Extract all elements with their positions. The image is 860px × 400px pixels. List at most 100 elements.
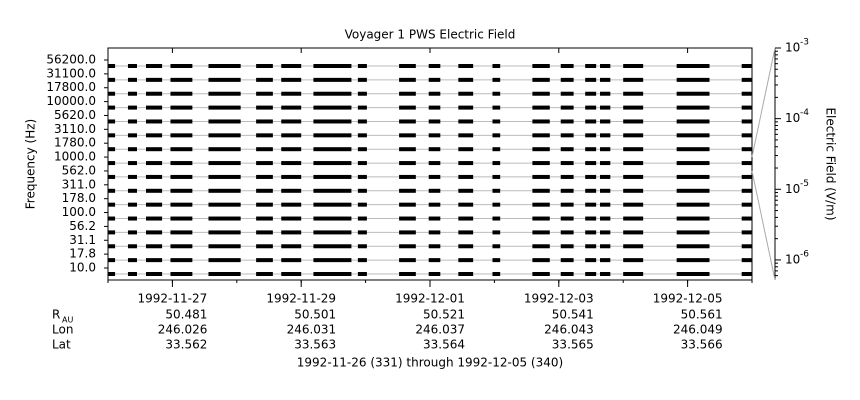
data-block xyxy=(399,105,416,110)
data-block xyxy=(741,272,752,276)
data-block xyxy=(492,216,501,221)
data-block xyxy=(458,230,474,235)
data-block xyxy=(127,119,137,124)
data-block xyxy=(560,105,574,110)
data-block xyxy=(127,202,137,207)
data-block xyxy=(492,272,501,276)
data-block xyxy=(560,64,574,68)
data-block xyxy=(281,272,302,276)
data-block xyxy=(281,77,302,82)
data-block xyxy=(145,174,163,179)
data-block xyxy=(313,244,352,249)
data-block xyxy=(600,216,611,221)
ephemeris-value: 50.541 xyxy=(552,308,594,322)
data-block xyxy=(600,230,611,235)
data-block xyxy=(428,272,441,276)
data-block xyxy=(208,91,241,96)
y2-tick-label: 10 xyxy=(785,182,800,196)
data-block xyxy=(357,147,367,152)
data-block xyxy=(170,147,193,152)
data-block xyxy=(208,216,241,221)
data-block xyxy=(256,147,273,152)
data-block xyxy=(256,244,273,249)
data-block xyxy=(145,91,163,96)
data-block xyxy=(492,202,501,207)
data-block xyxy=(127,258,137,263)
data-block xyxy=(256,77,273,82)
y2-tick-label: 10 xyxy=(785,111,800,125)
data-block xyxy=(108,119,116,124)
data-block xyxy=(208,244,241,249)
data-block xyxy=(600,244,611,249)
data-block xyxy=(313,105,352,110)
data-block xyxy=(108,272,116,276)
data-block xyxy=(399,64,416,68)
data-block xyxy=(399,119,416,124)
data-block xyxy=(560,91,574,96)
data-block xyxy=(145,230,163,235)
data-block xyxy=(108,188,116,193)
data-block xyxy=(281,230,302,235)
data-block xyxy=(170,258,193,263)
data-block xyxy=(492,188,501,193)
ephemeris-label: Lon xyxy=(52,323,73,337)
data-block xyxy=(145,216,163,221)
ephemeris-label: R xyxy=(52,308,60,322)
data-block xyxy=(741,133,752,138)
data-block xyxy=(560,272,574,276)
data-block xyxy=(585,133,597,138)
data-block xyxy=(357,216,367,221)
data-block xyxy=(256,272,273,276)
data-block xyxy=(256,230,273,235)
data-block xyxy=(170,77,193,82)
y2-tick-label: 10 xyxy=(785,252,800,266)
data-block xyxy=(313,64,352,68)
data-block xyxy=(623,64,644,68)
data-block xyxy=(281,244,302,249)
data-block xyxy=(208,64,241,68)
data-block xyxy=(585,105,597,110)
data-block xyxy=(600,77,611,82)
data-block xyxy=(208,174,241,179)
data-block xyxy=(145,272,163,276)
connector xyxy=(751,170,776,281)
data-block xyxy=(532,174,550,179)
data-block xyxy=(458,105,474,110)
data-block xyxy=(741,174,752,179)
data-block xyxy=(108,105,116,110)
data-block xyxy=(313,161,352,166)
data-block xyxy=(741,258,752,263)
data-block xyxy=(256,202,273,207)
data-block xyxy=(741,161,752,166)
y-tick-label: 56200.0 xyxy=(46,53,96,67)
data-block xyxy=(127,133,137,138)
data-block xyxy=(623,188,644,193)
data-block xyxy=(600,174,611,179)
data-block xyxy=(357,64,367,68)
data-block xyxy=(458,161,474,166)
data-block xyxy=(585,188,597,193)
data-block xyxy=(492,133,501,138)
data-block xyxy=(313,258,352,263)
y-tick-label: 31.1 xyxy=(69,233,96,247)
x-tick-label: 1992-12-05 xyxy=(653,292,723,306)
data-block xyxy=(560,133,574,138)
y-tick-label: 1000.0 xyxy=(54,150,96,164)
data-block xyxy=(108,161,116,166)
data-block xyxy=(428,244,441,249)
data-block xyxy=(357,119,367,124)
data-block xyxy=(428,202,441,207)
data-block xyxy=(585,91,597,96)
data-block xyxy=(399,91,416,96)
data-block xyxy=(741,188,752,193)
data-block xyxy=(676,105,710,110)
ephemeris-value: 33.562 xyxy=(165,338,207,352)
data-block xyxy=(145,133,163,138)
data-block xyxy=(127,216,137,221)
data-block xyxy=(623,244,644,249)
data-block xyxy=(281,64,302,68)
ephemeris-value: 246.043 xyxy=(544,323,594,337)
data-block xyxy=(108,174,116,179)
data-block xyxy=(127,230,137,235)
data-block xyxy=(676,188,710,193)
